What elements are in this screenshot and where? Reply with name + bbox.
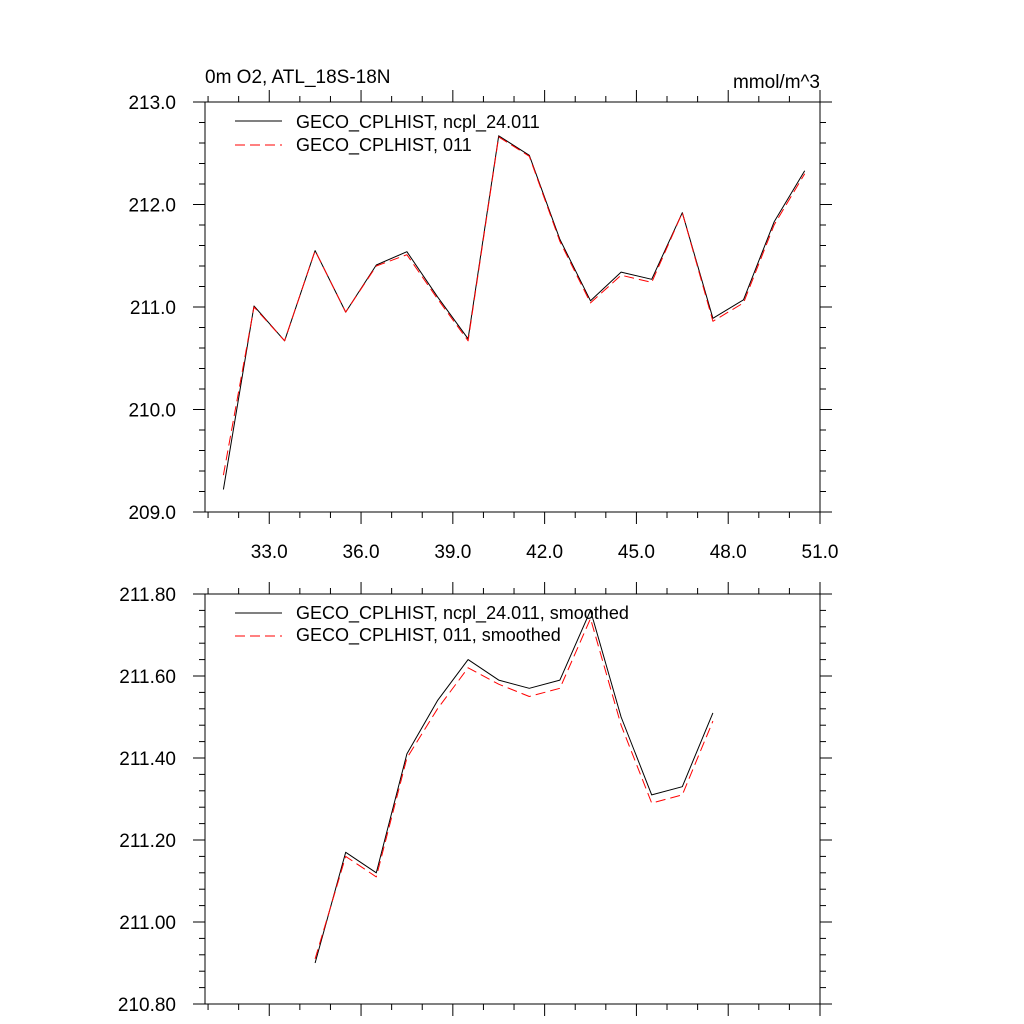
top-x-tick-label: 45.0 bbox=[618, 542, 655, 563]
bottom-series-line-0 bbox=[314, 609, 714, 964]
bottom-legend: GECO_CPLHIST, ncpl_24.011, smoothed GECO… bbox=[235, 603, 629, 646]
top-y-tick-label: 211.0 bbox=[130, 298, 176, 319]
bottom-y-tick-label: 211.20 bbox=[119, 831, 176, 852]
bottom-series-line-1 bbox=[314, 618, 714, 960]
bottom-axis-ticks: 210.80 211.00 211.20 211.40 211.60 211.80 bbox=[118, 582, 832, 1016]
bottom-legend-label-1: GECO_CPLHIST, 011, smoothed bbox=[296, 625, 561, 646]
bottom-legend-label-0: GECO_CPLHIST, ncpl_24.011, smoothed bbox=[296, 603, 629, 624]
bottom-y-tick-label: 211.40 bbox=[119, 749, 176, 770]
bottom-y-tick-label: 211.80 bbox=[119, 585, 176, 606]
top-y-tick-label: 209.0 bbox=[128, 503, 176, 524]
top-legend: GECO_CPLHIST, ncpl_24.011 GECO_CPLHIST, … bbox=[235, 112, 540, 156]
bottom-panel: 210.80 211.00 211.20 211.40 211.60 211.80 GEC… bbox=[118, 582, 832, 1016]
top-plot-frame bbox=[204, 101, 821, 513]
bottom-y-tick-label: 211.00 bbox=[119, 913, 176, 934]
top-x-tick-label: 39.0 bbox=[434, 542, 471, 563]
top-x-tick-label: 51.0 bbox=[802, 542, 839, 563]
top-panel: 0m O2, ATL_18S-18N mmol/m^3 209.0 210.0 21… bbox=[128, 67, 838, 563]
bottom-y-tick-label: 210.80 bbox=[118, 995, 176, 1016]
bottom-plot-frame bbox=[204, 593, 821, 1005]
top-y-tick-label: 212.0 bbox=[128, 196, 176, 217]
top-x-tick-label: 42.0 bbox=[526, 542, 563, 563]
top-legend-label-1: GECO_CPLHIST, 011 bbox=[296, 135, 472, 156]
top-chart-title: 0m O2, ATL_18S-18N bbox=[205, 67, 391, 88]
bottom-y-tick-label: 211.60 bbox=[119, 667, 176, 688]
top-axis-ticks: 209.0 210.0 211.0 212.0 213.0 33.0 36.0 39.0 42.… bbox=[128, 90, 838, 563]
bottom-series-lines bbox=[314, 609, 714, 964]
top-x-tick-label: 33.0 bbox=[251, 542, 288, 563]
top-y-tick-label: 210.0 bbox=[128, 401, 176, 422]
top-series-line-1 bbox=[222, 136, 806, 476]
top-legend-label-0: GECO_CPLHIST, ncpl_24.011 bbox=[296, 112, 540, 133]
top-y-tick-label: 213.0 bbox=[128, 93, 176, 114]
top-chart-units: mmol/m^3 bbox=[733, 72, 820, 93]
top-x-tick-label: 36.0 bbox=[343, 542, 380, 563]
top-series-lines bbox=[222, 135, 806, 490]
top-x-tick-label: 48.0 bbox=[710, 542, 747, 563]
